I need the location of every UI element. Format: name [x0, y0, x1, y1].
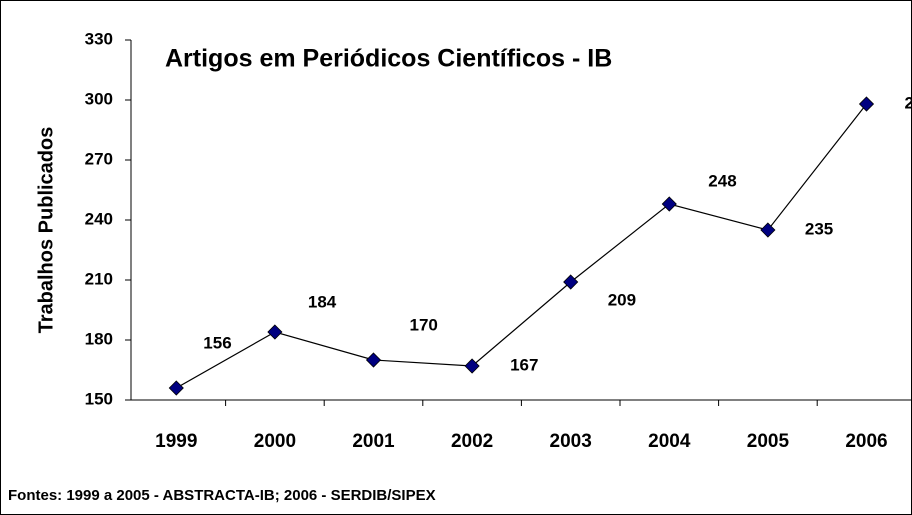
y-tick-label: 150: [85, 389, 113, 408]
y-tick-label: 180: [85, 329, 113, 348]
data-label: 298: [905, 93, 912, 112]
marker: [661, 196, 677, 212]
data-label: 170: [410, 315, 438, 334]
x-tick-label: 1999: [155, 431, 197, 452]
x-tick-label: 2001: [352, 431, 395, 452]
x-tick-label: 2003: [550, 431, 592, 452]
marker: [858, 96, 875, 112]
series-line: [176, 103, 867, 389]
y-tick-label: 300: [85, 89, 113, 108]
data-label: 184: [308, 292, 337, 311]
y-tick-label: 330: [85, 29, 113, 48]
data-label: 209: [608, 290, 636, 309]
data-label: 248: [708, 171, 736, 190]
data-label: 235: [805, 219, 833, 238]
x-tick-label: 2005: [747, 431, 790, 452]
x-tick-label: 2002: [451, 431, 493, 452]
marker: [365, 352, 382, 368]
footnote: Fontes: 1999 a 2005 - ABSTRACTA-IB; 2006…: [8, 487, 436, 504]
y-axis-label: Trabalhos Publicados: [35, 127, 57, 334]
x-tick-label: 2004: [648, 431, 691, 452]
y-tick-label: 210: [85, 269, 113, 288]
data-label: 167: [510, 355, 538, 374]
x-tick-label: 2006: [845, 431, 887, 452]
y-tick-label: 240: [85, 209, 113, 228]
marker: [267, 324, 283, 340]
marker: [760, 222, 776, 238]
chart-title: Artigos em Periódicos Científicos - IB: [165, 45, 612, 73]
marker: [464, 358, 480, 374]
marker: [168, 380, 184, 396]
marker: [563, 274, 579, 290]
x-tick-label: 2000: [254, 431, 296, 452]
y-tick-label: 270: [85, 149, 113, 168]
data-label: 156: [203, 333, 231, 352]
